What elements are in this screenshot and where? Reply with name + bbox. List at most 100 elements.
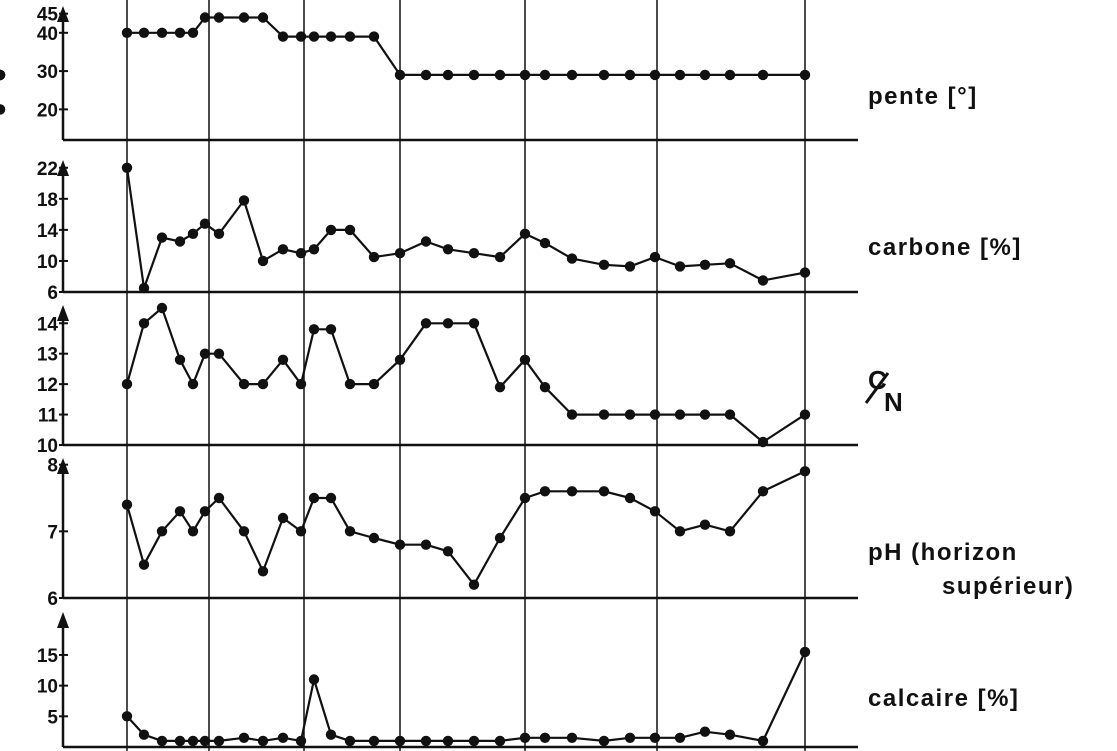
panel-3-label: CN: [864, 365, 903, 417]
panel-2-point-1: [121, 162, 133, 173]
panel-1-point-14: [344, 31, 356, 42]
panel-2-tick-label-3: 14: [37, 221, 59, 242]
panel-5-point-18: [442, 735, 454, 747]
panel-2-tick-label-2: 10: [37, 252, 58, 273]
panel-3-point-20: [494, 382, 506, 393]
panel-4-point-29: [724, 526, 736, 537]
panel-5-point-3: [156, 735, 168, 747]
panel-5-point-23: [566, 732, 578, 743]
panel-2-point-31: [799, 267, 811, 278]
panel-5-point-25: [624, 732, 636, 743]
panel-1-point-28: [699, 69, 711, 81]
panel-5-point-14: [344, 735, 356, 747]
panel-2-point-8: [238, 195, 250, 206]
panel-5-axis-arrow: [57, 612, 69, 628]
panel-3-point-8: [238, 378, 250, 390]
panel-2-point-18: [442, 244, 454, 255]
panel-5-point-15: [368, 735, 380, 747]
panel-3-point-1: [121, 378, 133, 390]
panel-4-point-25: [624, 492, 636, 504]
panel-1-point-3: [156, 27, 168, 38]
panel-2-point-15: [368, 251, 380, 263]
panel-4-point-10: [277, 512, 289, 524]
panel-3-label-denominator: N: [884, 387, 903, 417]
panel-3-point-3: [156, 302, 168, 314]
panel-3-series-line: [125, 306, 806, 444]
panel-2-point-13: [325, 224, 337, 236]
panel-4-point-14: [344, 526, 356, 537]
panel-5-point-26: [649, 732, 661, 743]
panel-3-point-26: [649, 409, 661, 420]
panel-1-point-20: [494, 69, 506, 81]
panel-2-point-22: [539, 237, 551, 249]
panel-1-point-25: [624, 69, 636, 81]
panel-4-axis-arrow: [57, 458, 69, 474]
panel-3-point-17: [420, 318, 432, 329]
panel-2-point-27: [674, 261, 686, 272]
panel-3-tick-label-5: 14: [37, 314, 59, 335]
vertical-grid: [126, 0, 806, 751]
panel-1-point-13: [325, 31, 337, 42]
panel-5-point-29: [724, 729, 736, 740]
panel-4-point-2: [138, 559, 150, 570]
panel-4-point-18: [442, 546, 454, 557]
panel-3-point-11: [295, 378, 307, 390]
panel-5-tick-label-3: 15: [37, 646, 59, 667]
panel-2-point-14: [344, 224, 356, 236]
panel-2-point-30: [757, 275, 769, 286]
panel-2-point-16: [394, 248, 406, 259]
panel-1-point-18: [442, 69, 454, 81]
panel-4-point-22: [539, 486, 551, 497]
panel-1-point-24: [598, 69, 610, 81]
panel-3-point-29: [724, 409, 736, 420]
panel-1-point-4: [174, 27, 186, 38]
panel-3-point-22: [539, 382, 551, 393]
panel-4-point-24: [598, 486, 610, 497]
panel-5-point-31: [799, 646, 811, 658]
panel-4-point-15: [368, 532, 380, 544]
panel-3-point-4: [174, 354, 186, 365]
panel-3-point-2: [138, 318, 150, 329]
panel-1-point-17: [420, 69, 432, 81]
panel-1-point-5: [187, 27, 199, 38]
panel-5-point-16: [394, 735, 406, 747]
panel-2-point-5: [187, 228, 199, 239]
panel-1-point-29: [724, 69, 736, 81]
panel-3-label-numerator: C: [868, 365, 887, 395]
panel-1-point-10: [277, 31, 289, 42]
panel-3-axis-arrow: [57, 305, 69, 321]
panel-4-point-6: [199, 506, 211, 517]
panel-2-point-7: [213, 228, 225, 239]
panel-4-point-16: [394, 539, 406, 550]
panel-1-point-39: [0, 104, 6, 115]
panel-4-point-13: [325, 492, 337, 504]
panel-2-point-11: [295, 248, 307, 259]
panel-5-point-21: [519, 732, 531, 743]
panel-4-point-26: [649, 506, 661, 517]
panel-4-point-19: [468, 579, 480, 590]
panel-3-point-13: [325, 324, 337, 335]
panel-4-point-20: [494, 532, 506, 544]
panel-2-point-24: [598, 259, 610, 270]
panel-1-point-2: [138, 27, 150, 38]
panel-4-point-11: [295, 526, 307, 537]
panel-4-point-21: [519, 492, 531, 504]
panel-1-label: pente [°]: [868, 83, 978, 110]
panel-2-point-26: [649, 251, 661, 263]
panel-4-point-27: [674, 526, 686, 537]
series-layer: [0, 12, 811, 747]
panel-3-point-7: [213, 348, 225, 359]
panel-1-point-21: [519, 69, 531, 81]
panel-4-point-5: [187, 526, 199, 537]
panel-4-point-23: [566, 486, 578, 497]
panel-3-point-18: [442, 318, 454, 329]
panel-4-point-31: [799, 466, 811, 477]
panel-1-series-line: [127, 16, 805, 77]
panel-3-point-10: [277, 354, 289, 365]
panel-3-point-21: [519, 354, 531, 365]
panel-5-point-27: [674, 732, 686, 743]
panel-3-point-30: [757, 436, 769, 448]
panel-3-tick-label-1: 10: [37, 436, 58, 457]
panel-2-point-10: [277, 244, 289, 255]
panel-5-point-6: [199, 735, 211, 747]
